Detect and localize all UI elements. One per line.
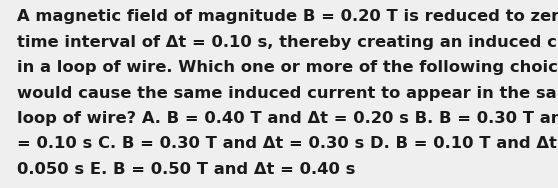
Text: in a loop of wire. Which one or more of the following choices: in a loop of wire. Which one or more of … <box>17 60 558 75</box>
Text: = 0.10 s C. B = 0.30 T and Δt = 0.30 s D. B = 0.10 T and Δt =: = 0.10 s C. B = 0.30 T and Δt = 0.30 s D… <box>17 136 558 151</box>
Text: time interval of Δt = 0.10 s, thereby creating an induced current: time interval of Δt = 0.10 s, thereby cr… <box>17 35 558 50</box>
Text: loop of wire? A. B = 0.40 T and Δt = 0.20 s B. B = 0.30 T and Δt: loop of wire? A. B = 0.40 T and Δt = 0.2… <box>17 111 558 126</box>
Text: would cause the same induced current to appear in the same: would cause the same induced current to … <box>17 86 558 101</box>
Text: 0.050 s E. B = 0.50 T and Δt = 0.40 s: 0.050 s E. B = 0.50 T and Δt = 0.40 s <box>17 162 355 177</box>
Text: A magnetic field of magnitude B = 0.20 T is reduced to zero in a: A magnetic field of magnitude B = 0.20 T… <box>17 9 558 24</box>
